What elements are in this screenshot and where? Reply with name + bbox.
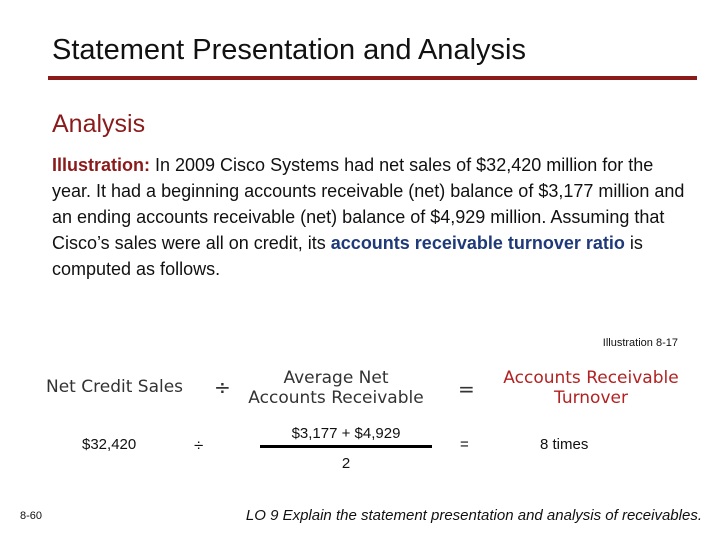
formula-numerator-label: Net Credit Sales (46, 377, 184, 397)
denominator-label-line1: Average Net (283, 368, 389, 388)
formula-denominator-label: Average Net Accounts Receivable (246, 368, 426, 408)
illustration-paragraph: Illustration: In 2009 Cisco Systems had … (52, 152, 692, 282)
learning-objective: LO 9 Explain the statement presentation … (245, 507, 702, 524)
result-label-line1: Accounts Receivable (503, 368, 679, 388)
paragraph-text-after: is computed as follows. (52, 233, 643, 279)
illustration-reference: Illustration 8-17 (602, 337, 678, 349)
average-denominator: 2 (341, 455, 351, 472)
values-equals-symbol: = (460, 436, 469, 453)
paragraph-text-before: In 2009 Cisco Systems had net sales of $… (52, 155, 685, 253)
denominator-label-line2: Accounts Receivable (248, 388, 424, 408)
fraction-bar (260, 445, 432, 448)
formula-divide-symbol: ÷ (214, 375, 231, 399)
result-label-line2: Turnover (554, 388, 628, 408)
sales-value: $32,420 (82, 436, 137, 453)
turnover-result: 8 times (540, 436, 589, 453)
values-divide-symbol: ÷ (194, 436, 204, 455)
average-numerator: $3,177 + $4,929 (291, 425, 401, 442)
highlight-term: accounts receivable turnover ratio (330, 233, 625, 253)
formula-equals-symbol: = (458, 377, 475, 401)
section-heading: Analysis (52, 110, 146, 138)
formula-result-label: Accounts Receivable Turnover (498, 368, 684, 408)
title-divider (48, 76, 697, 80)
slide-number: 8-60 (20, 510, 43, 522)
illustration-label: Illustration: (52, 155, 150, 175)
slide-title: Statement Presentation and Analysis (52, 34, 526, 66)
